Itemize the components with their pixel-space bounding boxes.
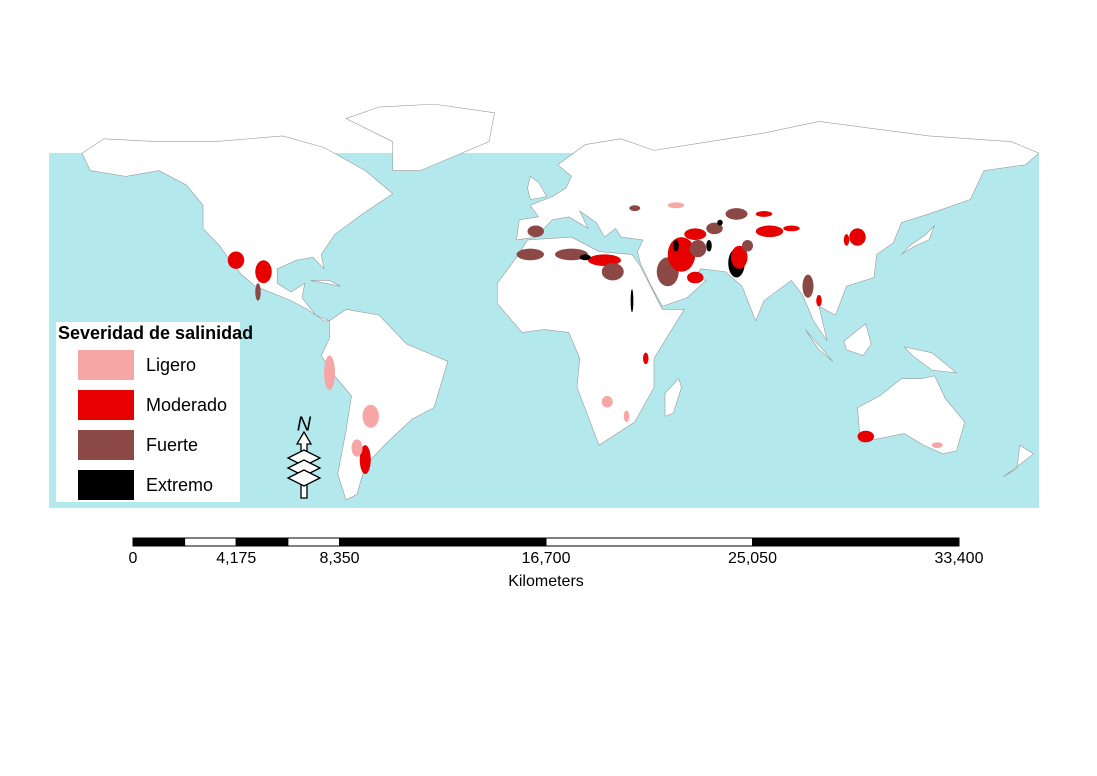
- scale-segment: [184, 537, 237, 547]
- scale-bar: 0 4,175 8,350 16,700 25,050 33,400: [129, 537, 984, 567]
- scale-tick-label: 4,175: [216, 550, 256, 567]
- scale-segment: [287, 537, 340, 547]
- legend-swatch: [78, 470, 134, 500]
- scale-segment: [339, 537, 547, 547]
- salinity-area: [706, 222, 723, 235]
- salinity-area: [783, 225, 800, 232]
- salinity-area: [706, 239, 712, 252]
- salinity-area: [667, 202, 685, 209]
- salinity-area: [601, 396, 613, 408]
- salinity-area: [857, 430, 874, 443]
- salinity-area: [755, 211, 773, 217]
- salinity-area: [725, 208, 748, 220]
- salinity-area: [359, 445, 371, 475]
- scale-tick-label: 16,700: [522, 550, 571, 567]
- legend-label: Ligero: [146, 355, 196, 375]
- salinity-area: [717, 219, 723, 226]
- landmass: [345, 103, 495, 171]
- salinity-area: [931, 442, 943, 449]
- salinity-area: [324, 355, 335, 391]
- salinity-area: [255, 283, 261, 301]
- landmass: [901, 225, 935, 255]
- scale-segment: [752, 537, 960, 547]
- legend-swatch: [78, 390, 134, 420]
- landmass: [496, 236, 685, 446]
- legend-label: Extremo: [146, 475, 213, 495]
- scale-tick-label: 33,400: [935, 550, 984, 567]
- legend-swatch: [78, 430, 134, 460]
- landmass: [81, 135, 394, 322]
- salinity-area: [630, 289, 634, 313]
- landmass: [857, 375, 966, 455]
- scale-segment: [545, 537, 753, 547]
- salinity-area: [667, 237, 696, 272]
- salinity-area: [673, 239, 679, 252]
- salinity-area: [362, 404, 379, 428]
- landmass: [843, 323, 872, 356]
- salinity-area: [527, 225, 544, 238]
- salinity-area: [227, 251, 245, 269]
- salinity-area: [755, 225, 784, 238]
- scale-tick-label: 8,350: [319, 550, 359, 567]
- salinity-area: [731, 245, 748, 269]
- legend-title: Severidad de salinidad: [58, 323, 253, 343]
- scale-tick-label: 0: [129, 550, 138, 567]
- salinity-area: [849, 228, 866, 246]
- arrow-deco: [286, 469, 322, 487]
- legend-swatch: [78, 350, 134, 380]
- salinity-area: [687, 271, 704, 284]
- north-label: N: [297, 413, 312, 435]
- salinity-area: [742, 239, 753, 252]
- landmass: [903, 346, 958, 374]
- legend-label: Fuerte: [146, 435, 198, 455]
- salinity-layer: [227, 202, 943, 475]
- salinity-area: [601, 263, 624, 281]
- legend-label: Moderado: [146, 395, 227, 415]
- scale-tick-label: 25,050: [728, 550, 777, 567]
- salinity-area: [623, 410, 630, 423]
- landmass: [527, 175, 548, 200]
- salinity-area: [689, 239, 707, 258]
- legend: Ligero Moderado Fuerte Extremo: [78, 350, 227, 500]
- north-arrow: N: [286, 413, 322, 499]
- scale-segment: [132, 537, 186, 547]
- salinity-area: [843, 234, 850, 246]
- landmass: [664, 378, 682, 417]
- scale-segment: [235, 537, 289, 547]
- salinity-area: [816, 294, 822, 307]
- salinity-area: [516, 248, 544, 261]
- salinity-area: [579, 254, 591, 261]
- salinity-area: [802, 274, 814, 298]
- salinity-area: [643, 352, 649, 365]
- landmass: [805, 329, 833, 362]
- scale-unit: Kilometers: [508, 573, 584, 590]
- salinity-area: [629, 205, 641, 212]
- landmass: [310, 280, 341, 287]
- landmass: [1003, 444, 1035, 478]
- salinity-area: [684, 228, 707, 240]
- salinity-area: [351, 439, 363, 457]
- salinity-area: [255, 260, 272, 284]
